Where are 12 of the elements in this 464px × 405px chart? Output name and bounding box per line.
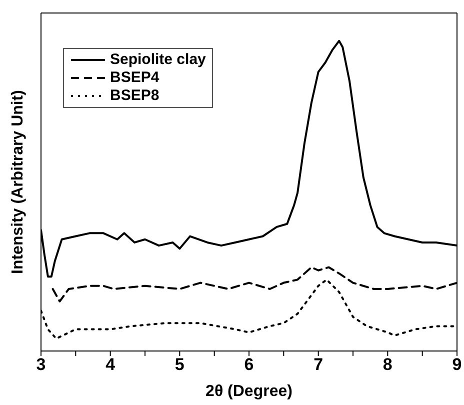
x-tick-label: 9 [452,355,462,374]
x-tick-label: 7 [314,355,324,374]
x-tick-label: 4 [106,355,116,374]
x-tick-label: 8 [382,355,392,374]
x-axis-title: 2θ (Degree) [206,383,292,400]
x-tick-label: 3 [36,355,46,374]
legend-label: Sepiolite clay [110,51,206,69]
legend-label: BSEP8 [110,87,160,105]
y-axis-title: Intensity (Arbitrary Unit) [10,90,27,274]
x-tick-label: 5 [174,355,184,374]
x-tick-label: 6 [244,355,254,374]
legend-label: BSEP4 [110,69,160,87]
